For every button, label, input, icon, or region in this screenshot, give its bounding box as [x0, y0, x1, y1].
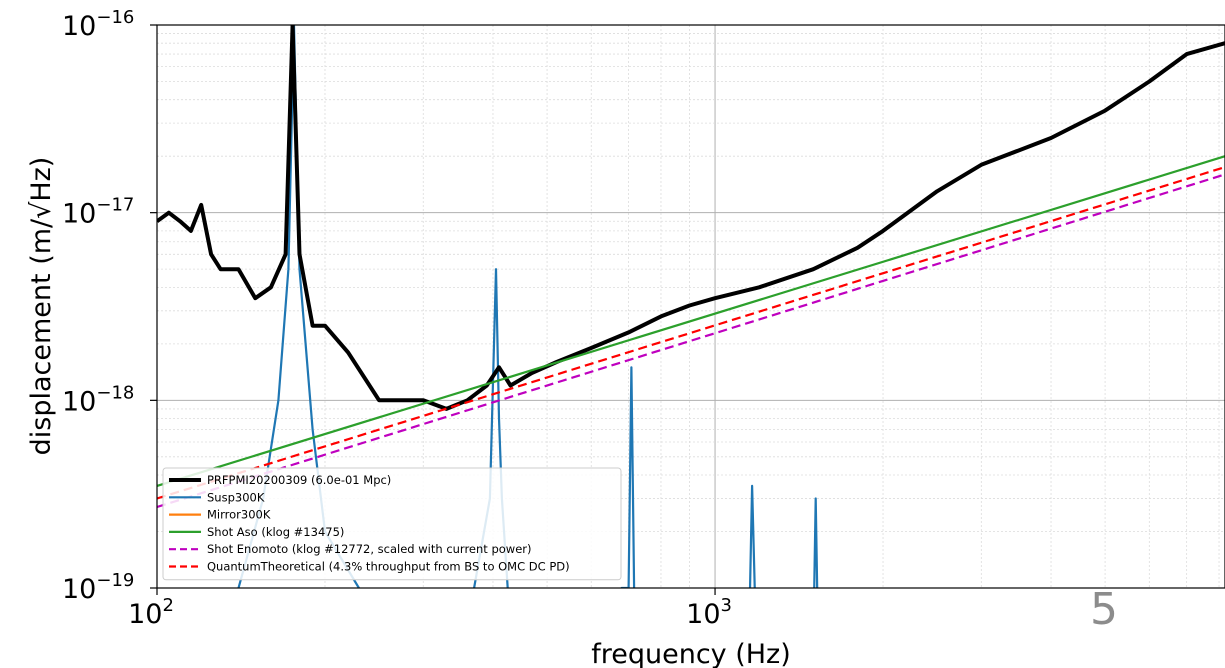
legend-entry: PRFPMI20200309 (6.0e-01 Mpc) [207, 473, 391, 487]
series-group [157, 25, 1225, 588]
series-line-0 [157, 25, 1225, 411]
y-axis-label: displacement (m/√Hz) [26, 157, 57, 456]
legend-box [162, 467, 622, 581]
series-line-4 [157, 173, 1225, 509]
legend: PRFPMI20200309 (6.0e-01 Mpc) Susp300K Mirr… [162, 467, 622, 581]
legend-entry: Mirror300K [207, 508, 271, 522]
y-tick-label: 10−16 [62, 7, 134, 42]
axis-ticks: 102 103 10−16 10−17 10−18 10−19 [62, 7, 732, 630]
slide-number: 5 [1090, 584, 1118, 635]
legend-entry: Shot Enomoto (klog #12772, scaled with c… [207, 542, 532, 556]
grid [157, 25, 1225, 588]
x-axis-label: frequency (Hz) [591, 639, 791, 668]
series-line-5 [157, 166, 1225, 500]
y-tick-label: 10−19 [62, 570, 134, 605]
y-tick-label: 10−18 [62, 382, 134, 417]
legend-entry: Shot Aso (klog #13475) [207, 525, 344, 539]
series-line-3 [157, 155, 1225, 487]
series-line-1 [236, 25, 819, 588]
plot-frame [156, 24, 1225, 589]
legend-entry: QuantumTheoretical (4.3% throughput from… [207, 560, 570, 574]
x-tick-label: 102 [128, 595, 174, 630]
y-tick-label: 10−17 [62, 195, 134, 230]
legend-entry: Susp300K [207, 490, 265, 504]
x-tick-label: 103 [686, 595, 732, 630]
